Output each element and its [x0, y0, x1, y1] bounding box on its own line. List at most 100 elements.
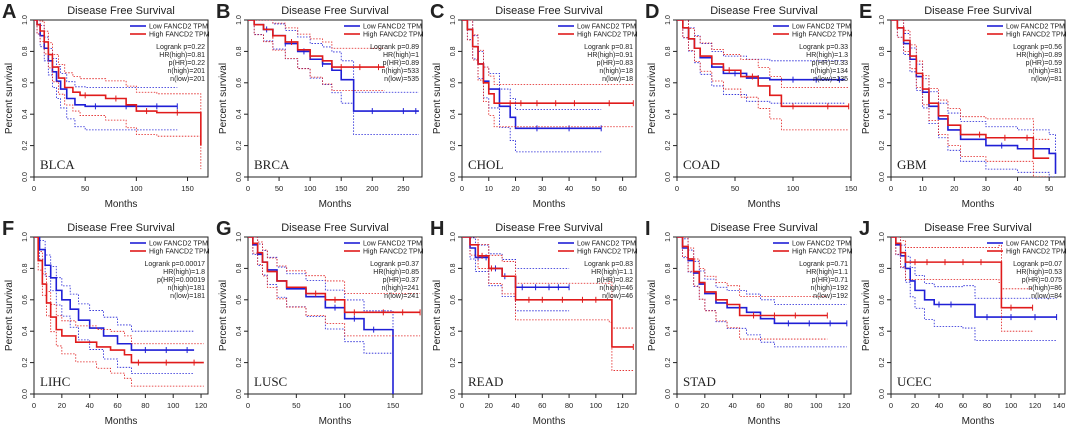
series-low-ci-lower: [34, 237, 195, 374]
legend-label: High FANCD2 TPM: [1006, 32, 1067, 39]
series-high-ci-upper: [248, 237, 421, 294]
x-tick-label: 30: [982, 184, 990, 193]
chart-title: Disease Free Survival: [67, 5, 175, 17]
stat-text: Logrank p=0.07: [1013, 261, 1062, 268]
stat-text: n(low)=81: [1031, 76, 1062, 83]
chart-title: Disease Free Survival: [495, 5, 603, 17]
plot-area: [34, 20, 202, 170]
y-tick-label: 0.6: [22, 78, 29, 88]
y-axis-label: Percent survival: [647, 63, 658, 134]
series-high-curve: [248, 237, 421, 314]
series-low-ci-lower: [462, 20, 602, 153]
stat-text: p(HR)=0.71: [812, 277, 848, 284]
y-tick-label: 0.6: [236, 78, 243, 88]
legend-label: Low FANCD2 TPM: [792, 24, 851, 31]
y-tick-label: 0.2: [236, 141, 243, 151]
x-tick-label: 0: [675, 184, 679, 193]
plot-frame: [247, 236, 423, 395]
x-tick-label: 100: [167, 401, 180, 410]
series-high-curve: [891, 237, 1033, 309]
y-tick-label: 0.8: [665, 263, 672, 273]
x-tick-label: 60: [756, 401, 764, 410]
cancer-type-label: GBM: [897, 157, 927, 172]
cancer-type-label: COAD: [683, 157, 720, 172]
y-tick-label: 0.8: [665, 46, 672, 56]
series-low-ci-upper: [248, 237, 394, 376]
series-high-ci-upper: [34, 20, 202, 127]
x-tick-label: 10: [485, 184, 493, 193]
y-tick-label: 0.4: [665, 326, 672, 336]
plot-frame: [461, 236, 637, 395]
x-axis-label: Months: [748, 416, 781, 427]
x-tick-label: 50: [81, 184, 89, 193]
cancer-type-label: BRCA: [254, 157, 290, 172]
legend-label: High FANCD2 TPM: [1006, 249, 1067, 256]
series-high-ci-upper: [34, 237, 204, 345]
y-tick-label: 0.0: [22, 172, 29, 182]
plot-area: [248, 237, 421, 394]
legend-label: Low FANCD2 TPM: [149, 241, 208, 248]
x-tick-label: 0: [32, 401, 36, 410]
x-tick-label: 50: [292, 401, 300, 410]
legend-label: Low FANCD2 TPM: [149, 24, 208, 31]
series-high-ci-upper: [248, 20, 385, 49]
stat-text: Logrank p=0.37: [370, 261, 419, 268]
legend-label: Low FANCD2 TPM: [363, 24, 422, 31]
series-high-ci-lower: [891, 20, 1050, 177]
x-tick-label: 0: [32, 184, 36, 193]
panel-coad: D Disease Free Survival 0 50 100 150 0.0 0.2 0.4…: [645, 1, 857, 210]
x-tick-label: 60: [538, 401, 546, 410]
y-axis-label: Percent survival: [647, 280, 658, 351]
x-tick-label: 20: [511, 184, 519, 193]
panel-letter: E: [859, 1, 872, 23]
y-axis-label: Percent survival: [861, 63, 872, 134]
plot-area: [462, 20, 634, 153]
stat-text: p(HR)=0.89: [383, 60, 419, 67]
y-axis-label: Percent survival: [432, 280, 443, 351]
y-axis-label: Percent survival: [218, 63, 229, 134]
legend-label: Low FANCD2 TPM: [1006, 24, 1065, 31]
x-tick-label: 0: [246, 401, 250, 410]
x-tick-label: 0: [246, 184, 250, 193]
y-tick-label: 0.4: [879, 109, 886, 119]
x-tick-label: 150: [387, 401, 400, 410]
y-axis-label: Percent survival: [218, 280, 229, 351]
y-tick-label: 0.2: [22, 141, 29, 151]
series-high-curve: [34, 237, 204, 364]
stat-text: n(high)=18: [599, 68, 633, 75]
x-tick-label: 40: [86, 401, 94, 410]
x-tick-label: 60: [959, 401, 967, 410]
stat-text: HR(high)=1.8: [163, 269, 205, 276]
series-high-ci-upper: [677, 20, 849, 88]
plot-area: [677, 20, 850, 131]
y-tick-label: 0.2: [879, 141, 886, 151]
y-tick-label: 0.2: [236, 358, 243, 368]
series-low-ci-lower: [891, 237, 1057, 342]
y-tick-label: 1.0: [22, 232, 29, 242]
x-tick-label: 120: [616, 401, 629, 410]
panel-stad: I Disease Free Survival 0 20 40 60 80 100 120 0.0…: [645, 218, 853, 427]
stat-text: Logrank p=0.33: [799, 44, 848, 51]
x-tick-label: 0: [460, 401, 464, 410]
legend-label: High FANCD2 TPM: [577, 249, 638, 256]
legend-label: High FANCD2 TPM: [149, 32, 210, 39]
stat-text: p(HR)=0.83: [597, 60, 633, 67]
x-tick-label: 30: [538, 184, 546, 193]
y-tick-label: 0.8: [450, 46, 457, 56]
stat-text: HR(high)=0.53: [1016, 269, 1062, 276]
stat-text: Logrank p=0.71: [799, 261, 848, 268]
plot-frame: [676, 19, 852, 178]
panel-letter: A: [2, 1, 16, 23]
x-tick-label: 0: [889, 401, 893, 410]
y-tick-label: 0.8: [236, 263, 243, 273]
stat-text: n(low)=46: [602, 293, 633, 300]
x-axis-label: Months: [748, 199, 781, 210]
y-tick-label: 1.0: [665, 15, 672, 25]
x-tick-label: 60: [113, 401, 121, 410]
y-tick-label: 1.0: [879, 232, 886, 242]
y-tick-label: 0.4: [22, 109, 29, 119]
stat-text: n(high)=181: [167, 285, 205, 292]
stat-text: HR(high)=0.85: [373, 269, 419, 276]
legend-label: High FANCD2 TPM: [363, 249, 424, 256]
